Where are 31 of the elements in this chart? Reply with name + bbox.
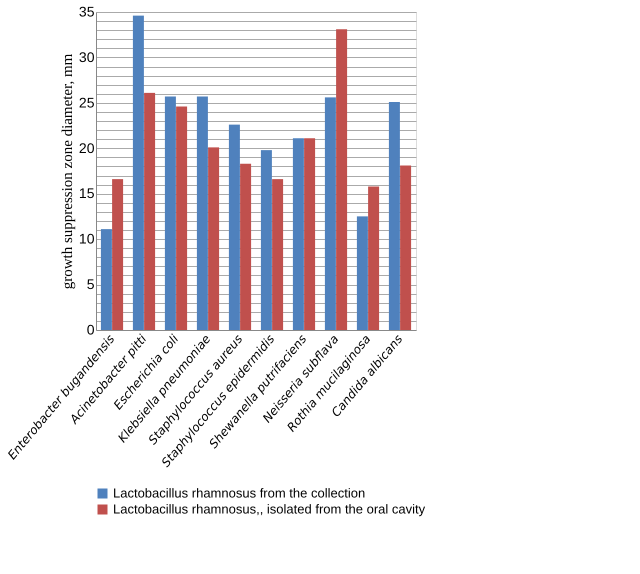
y-tick-label: 0 (86, 322, 95, 338)
y-tick-label: 10 (78, 230, 95, 247)
y-tick-label: 30 (78, 48, 95, 65)
y-tick-label: 5 (86, 276, 95, 292)
bar (260, 150, 272, 330)
y-tick-label: 25 (78, 94, 95, 110)
bar (292, 138, 304, 330)
bar (240, 164, 252, 330)
bar (324, 97, 336, 330)
y-tick-label: 15 (78, 185, 95, 202)
bar (336, 29, 348, 330)
bar (196, 96, 208, 330)
bar (356, 216, 368, 330)
bar (132, 16, 144, 330)
bar (368, 186, 380, 330)
bar (400, 166, 412, 330)
bar (208, 147, 220, 330)
bar (164, 96, 176, 330)
legend-label: Lactobacillus rhamnosus,, isolated from the oral cavity (113, 502, 426, 516)
bar (304, 138, 316, 330)
bar (272, 179, 284, 330)
bar (388, 102, 400, 330)
bar (112, 179, 124, 330)
bar (100, 229, 112, 330)
bar (228, 124, 240, 330)
bar (144, 92, 156, 330)
legend-label: Lactobacillus rhamnosus from the collection (113, 486, 366, 500)
y-tick-label: 35 (78, 4, 95, 20)
y-axis-title: growth suppression zone diameter, mm (60, 53, 76, 290)
y-tick-label: 20 (78, 140, 95, 156)
bar (176, 106, 188, 330)
